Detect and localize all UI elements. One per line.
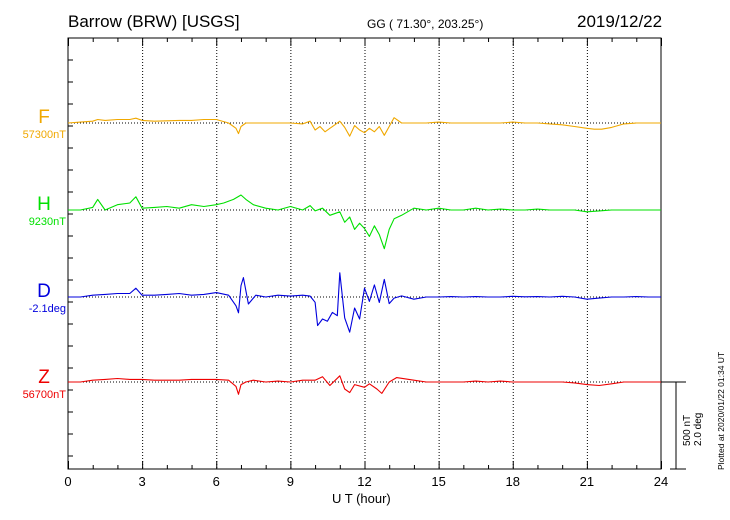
x-tick-label-15: 15	[431, 474, 446, 489]
x-tick-label-3: 3	[138, 474, 146, 489]
x-tick-label-18: 18	[505, 474, 520, 489]
coordinates-label: GG ( 71.30°, 203.25°)	[367, 17, 484, 31]
channel-baseline-F: 57300nT	[22, 129, 66, 141]
channel-letter-F: F	[38, 107, 50, 128]
channel-letter-D: D	[37, 281, 51, 302]
x-tick-label-24: 24	[653, 474, 669, 489]
scale-nt-label: 500 nT	[682, 414, 693, 446]
series-line-Z	[68, 375, 661, 395]
scale-deg-label: 2.0 deg	[693, 412, 704, 446]
station-title: Barrow (BRW) [USGS]	[68, 12, 240, 31]
channel-baseline-D: -2.1deg	[28, 303, 66, 315]
series-line-F	[67, 117, 661, 137]
x-tick-label-9: 9	[286, 474, 294, 489]
plotted-timestamp: Plotted at 2020/01/22 01:34 UT	[716, 351, 726, 470]
x-tick-label-21: 21	[579, 474, 595, 489]
channel-letter-H: H	[37, 194, 51, 215]
channel-baseline-H: 9230nT	[28, 216, 66, 228]
x-axis-label: U T (hour)	[332, 491, 391, 506]
x-tick-label-0: 0	[64, 474, 72, 489]
series-line-H	[68, 194, 661, 250]
x-tick-label-6: 6	[212, 474, 220, 489]
series-line-D	[68, 272, 661, 333]
channel-letter-Z: Z	[38, 367, 50, 388]
date-label: 2019/12/22	[577, 12, 663, 31]
channel-baseline-Z: 56700nT	[22, 389, 66, 401]
x-tick-label-12: 12	[357, 474, 372, 489]
